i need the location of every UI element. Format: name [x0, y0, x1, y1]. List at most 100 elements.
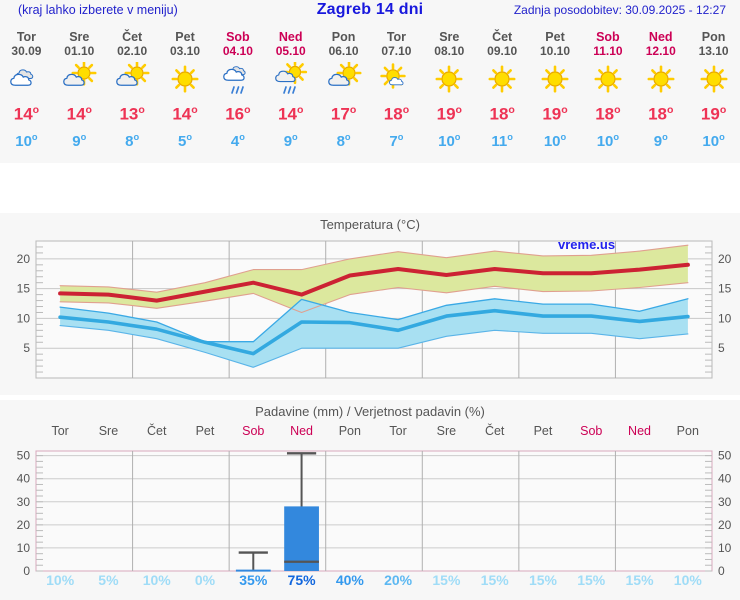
precipitation-probability: 15% [528, 572, 557, 588]
day-min-temp: 8o [125, 132, 140, 150]
day-column[interactable]: Pet 03.10 14o 5o [159, 22, 212, 163]
precipitation-day-label: Tor [51, 424, 69, 438]
svg-text:10: 10 [718, 311, 732, 325]
day-max-temp: 18o [383, 104, 410, 124]
sunny-small-cloud-icon [370, 62, 423, 98]
svg-text:10: 10 [17, 541, 31, 555]
day-min-temp: 10o [15, 132, 38, 150]
partly-sunny-icon [317, 62, 370, 98]
temperature-chart-title: Temperatura (°C) [320, 217, 420, 232]
svg-text:20: 20 [17, 252, 31, 266]
day-min-temp: 10o [596, 132, 620, 150]
day-date: 05.10 [275, 44, 306, 58]
day-min-temp: 10o [702, 132, 725, 150]
precipitation-day-label: Pet [195, 424, 215, 438]
day-column[interactable]: Pon 06.10 17o 8o [317, 22, 370, 163]
precipitation-probability: 15% [480, 572, 509, 588]
day-max-temp: 14o [278, 104, 304, 124]
day-columns: Tor 30.09 14o 10o Sre 01.10 14o 9o Čet 02.10 13o 8o… [0, 22, 740, 163]
svg-text:15: 15 [17, 282, 31, 296]
day-name: Čet [122, 30, 143, 44]
precipitation-day-label: Čet [146, 424, 167, 438]
day-name: Ned [278, 30, 303, 44]
day-name: Sre [69, 30, 90, 44]
day-date: 10.10 [540, 44, 571, 58]
day-max-temp: 19o [436, 104, 462, 124]
day-name: Sob [226, 30, 250, 44]
day-column[interactable]: Sob 11.10 18o 10o [581, 22, 634, 163]
day-date: 30.09 [11, 44, 42, 58]
day-name: Pet [175, 30, 195, 44]
day-max-temp: 13o [119, 104, 145, 124]
svg-text:5: 5 [23, 341, 30, 355]
day-name: Čet [492, 30, 513, 44]
day-max-temp: 14o [172, 104, 198, 124]
day-min-temp: 10o [438, 132, 461, 150]
day-date: 09.10 [487, 44, 518, 58]
day-min-temp: 9o [283, 132, 298, 150]
day-column[interactable]: Tor 30.09 14o 10o [0, 22, 53, 163]
day-column[interactable]: Pet 10.10 19o 10o [529, 22, 582, 163]
precipitation-day-label: Pon [676, 424, 699, 438]
day-column[interactable]: Sre 08.10 19o 10o [423, 22, 476, 163]
precipitation-day-labels: Tor Sre Čet Pet Sob Ned Pon Tor Sre Čet Pet Sob Ned P… [36, 424, 712, 442]
day-column[interactable]: Ned 05.10 14o 9o [264, 22, 317, 163]
svg-text:20: 20 [718, 252, 732, 266]
day-min-temp: 11o [491, 132, 513, 150]
precipitation-probability: 40% [335, 572, 364, 588]
precipitation-probability: 35% [239, 572, 268, 588]
day-date: 06.10 [328, 44, 359, 58]
day-date: 02.10 [117, 44, 148, 58]
day-min-temp: 7o [389, 132, 404, 150]
daily-forecast-strip: Tor 30.09 14o 10o Sre 01.10 14o 9o Čet 02.10 13o 8o… [0, 22, 740, 163]
precipitation-plot: 0 0 10 10 20 20 30 30 40 40 50 50 [17, 449, 732, 578]
day-column[interactable]: Sre 01.10 14o 9o [53, 22, 106, 163]
day-date: 07.10 [381, 44, 412, 58]
day-name: Ned [648, 30, 673, 44]
day-min-temp: 4o [230, 132, 245, 150]
watermark: vreme.us [558, 237, 616, 252]
day-column[interactable]: Ned 12.10 18o 9o [634, 22, 687, 163]
day-name: Tor [16, 30, 37, 44]
precipitation-day-label: Ned [290, 424, 314, 438]
svg-text:0: 0 [718, 564, 725, 578]
svg-text:10: 10 [718, 541, 732, 555]
sunny-icon [476, 62, 529, 98]
svg-text:10: 10 [17, 311, 31, 325]
day-name: Pet [545, 30, 565, 44]
svg-text:40: 40 [718, 472, 732, 486]
day-column[interactable]: Pon 13.10 19o 10o [687, 22, 740, 163]
day-column[interactable]: Sob 04.10 16o 4o [211, 22, 264, 163]
precipitation-probability: 15% [625, 572, 654, 588]
precipitation-probability: 15% [577, 572, 606, 588]
day-min-temp: 10o [543, 132, 567, 150]
precipitation-probability: 10% [46, 572, 75, 588]
svg-text:30: 30 [17, 495, 31, 509]
day-column[interactable]: Tor 07.10 18o 7o [370, 22, 423, 163]
day-min-temp: 5o [177, 132, 193, 150]
svg-text:50: 50 [17, 449, 31, 463]
precipitation-probability: 20% [384, 572, 413, 588]
svg-text:5: 5 [718, 341, 725, 355]
day-max-temp: 19o [700, 104, 727, 124]
partly-sunny-rain-icon [264, 62, 317, 98]
day-min-temp: 9o [653, 132, 668, 150]
day-column[interactable]: Čet 09.10 18o 11o [476, 22, 529, 163]
menu-hint: (kraj lahko izberete v meniju) [18, 3, 178, 17]
day-column[interactable]: Čet 02.10 13o 8o [106, 22, 159, 163]
precipitation-probability: 10% [673, 572, 702, 588]
svg-text:30: 30 [718, 495, 732, 509]
day-name: Pon [701, 30, 726, 44]
day-date: 03.10 [169, 44, 201, 58]
svg-text:40: 40 [17, 472, 31, 486]
precipitation-probability-row: 10% 5% 10% 0% 35% 75% 40% 20% 15% 15% 15% 15% 15% 10% [36, 572, 712, 594]
sunny-icon [159, 62, 212, 98]
svg-text:0: 0 [23, 564, 30, 578]
day-max-temp: 14o [13, 104, 40, 124]
day-name: Sob [596, 30, 620, 44]
top-bar: (kraj lahko izberete v meniju) Zagreb 14… [0, 0, 740, 22]
precipitation-chart-title: Padavine (mm) / Verjetnost padavin (%) [255, 404, 485, 419]
precipitation-probability: 75% [287, 572, 316, 588]
precipitation-day-label: Sob [242, 424, 265, 438]
